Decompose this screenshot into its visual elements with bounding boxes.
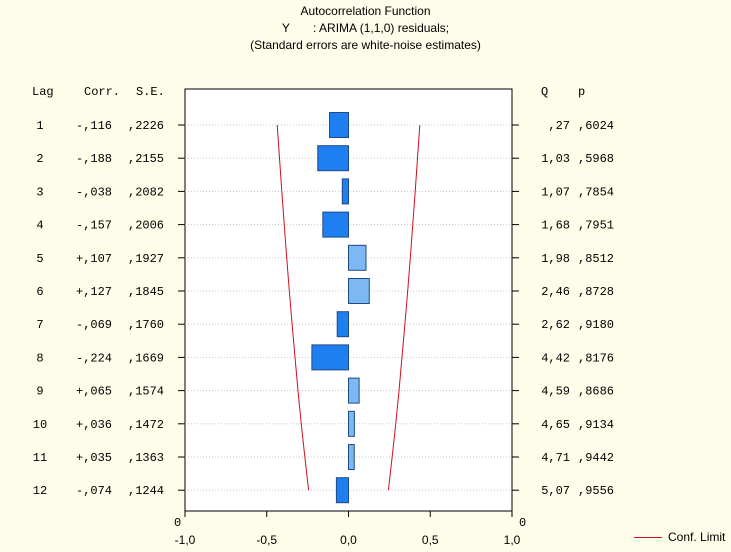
q-label: 4,59 bbox=[541, 385, 570, 399]
q-label: 4,42 bbox=[541, 351, 570, 365]
acf-bar bbox=[335, 477, 350, 504]
acf-bar bbox=[317, 145, 349, 172]
header-se: S.E. bbox=[136, 85, 165, 99]
legend-conf-limit-swatch bbox=[634, 537, 662, 539]
chart-subtitle: Y : ARIMA (1,1,0) residuals; bbox=[281, 21, 450, 35]
se-label: ,1363 bbox=[128, 451, 164, 465]
p-label: ,5968 bbox=[578, 152, 614, 166]
acf-bar bbox=[348, 410, 355, 437]
acf-bar bbox=[341, 178, 349, 205]
corr-label: -,069 bbox=[76, 318, 112, 332]
axis-zero-right: 0 bbox=[519, 516, 526, 530]
p-label: ,8176 bbox=[578, 351, 614, 365]
q-label: 4,71 bbox=[541, 451, 570, 465]
x-tick-label: 1,0 bbox=[504, 533, 521, 547]
acf-bar bbox=[336, 311, 350, 338]
p-label: ,7854 bbox=[578, 185, 614, 199]
acf-bar bbox=[348, 278, 370, 304]
se-label: ,1669 bbox=[128, 351, 164, 365]
p-label: ,8728 bbox=[578, 285, 614, 299]
se-label: ,2006 bbox=[128, 219, 164, 233]
x-tick-label: -0,5 bbox=[256, 533, 277, 547]
header-corr: Corr. bbox=[84, 85, 120, 99]
legend-conf-limit-label: Conf. Limit bbox=[668, 530, 726, 544]
lag-label: 4 bbox=[36, 219, 43, 233]
se-label: ,2082 bbox=[128, 185, 164, 199]
corr-label: -,224 bbox=[76, 351, 112, 365]
p-label: ,8512 bbox=[578, 252, 614, 266]
p-label: ,9556 bbox=[578, 484, 614, 498]
lag-label: 11 bbox=[33, 451, 47, 465]
se-label: ,1574 bbox=[128, 385, 164, 399]
se-label: ,1244 bbox=[128, 484, 164, 498]
se-label: ,1760 bbox=[128, 318, 164, 332]
conf-limit-lower bbox=[276, 124, 310, 491]
acf-bar bbox=[329, 112, 349, 138]
q-label: 2,46 bbox=[541, 285, 570, 299]
lag-label: 7 bbox=[36, 318, 43, 332]
q-label: 1,68 bbox=[541, 219, 570, 233]
se-label: ,2155 bbox=[128, 152, 164, 166]
lag-label: 5 bbox=[36, 252, 43, 266]
x-tick-label: -1,0 bbox=[175, 533, 196, 547]
q-label: 4,65 bbox=[541, 418, 570, 432]
q-label: ,27 bbox=[548, 119, 570, 133]
corr-label: -,188 bbox=[76, 152, 112, 166]
x-tick-label: 0,5 bbox=[422, 533, 439, 547]
p-label: ,9180 bbox=[578, 318, 614, 332]
x-tick-label: 0,0 bbox=[340, 533, 357, 547]
corr-label: +,035 bbox=[76, 451, 112, 465]
header-p: p bbox=[578, 85, 585, 99]
corr-label: -,157 bbox=[76, 219, 112, 233]
corr-label: +,107 bbox=[76, 252, 112, 266]
conf-limit-upper bbox=[387, 124, 421, 491]
lag-label: 12 bbox=[33, 484, 47, 498]
acf-bar bbox=[311, 344, 350, 371]
lag-label: 1 bbox=[36, 119, 43, 133]
chart-title: Autocorrelation Function bbox=[300, 4, 431, 18]
lag-label: 3 bbox=[36, 185, 43, 199]
header-q: Q bbox=[541, 85, 548, 99]
p-label: ,9134 bbox=[578, 418, 614, 432]
lag-label: 8 bbox=[36, 351, 43, 365]
lag-label: 10 bbox=[33, 418, 47, 432]
acf-bar bbox=[348, 444, 355, 470]
lag-label: 6 bbox=[36, 285, 43, 299]
corr-label: -,074 bbox=[76, 484, 112, 498]
q-label: 5,07 bbox=[541, 484, 570, 498]
corr-label: +,127 bbox=[76, 285, 112, 299]
p-label: ,8686 bbox=[578, 385, 614, 399]
legend: Conf. Limit bbox=[634, 530, 725, 544]
chart-note: (Standard errors are white-noise estimat… bbox=[250, 38, 481, 52]
se-label: ,1472 bbox=[128, 418, 164, 432]
q-label: 1,98 bbox=[541, 252, 570, 266]
se-label: ,1845 bbox=[128, 285, 164, 299]
se-label: ,2226 bbox=[128, 119, 164, 133]
p-label: ,9442 bbox=[578, 451, 614, 465]
axis-zero-left: 0 bbox=[174, 516, 181, 530]
acf-bar bbox=[322, 211, 350, 238]
acf-bar bbox=[348, 244, 367, 271]
q-label: 2,62 bbox=[541, 318, 570, 332]
acf-bar bbox=[348, 377, 360, 404]
lag-label: 2 bbox=[36, 152, 43, 166]
lag-label: 9 bbox=[36, 385, 43, 399]
corr-label: -,038 bbox=[76, 185, 112, 199]
p-label: ,6024 bbox=[578, 119, 614, 133]
corr-label: +,065 bbox=[76, 385, 112, 399]
corr-label: -,116 bbox=[76, 119, 112, 133]
header-lag: Lag bbox=[32, 85, 54, 99]
p-label: ,7951 bbox=[578, 219, 614, 233]
q-label: 1,03 bbox=[541, 152, 570, 166]
se-label: ,1927 bbox=[128, 252, 164, 266]
corr-label: +,036 bbox=[76, 418, 112, 432]
q-label: 1,07 bbox=[541, 185, 570, 199]
